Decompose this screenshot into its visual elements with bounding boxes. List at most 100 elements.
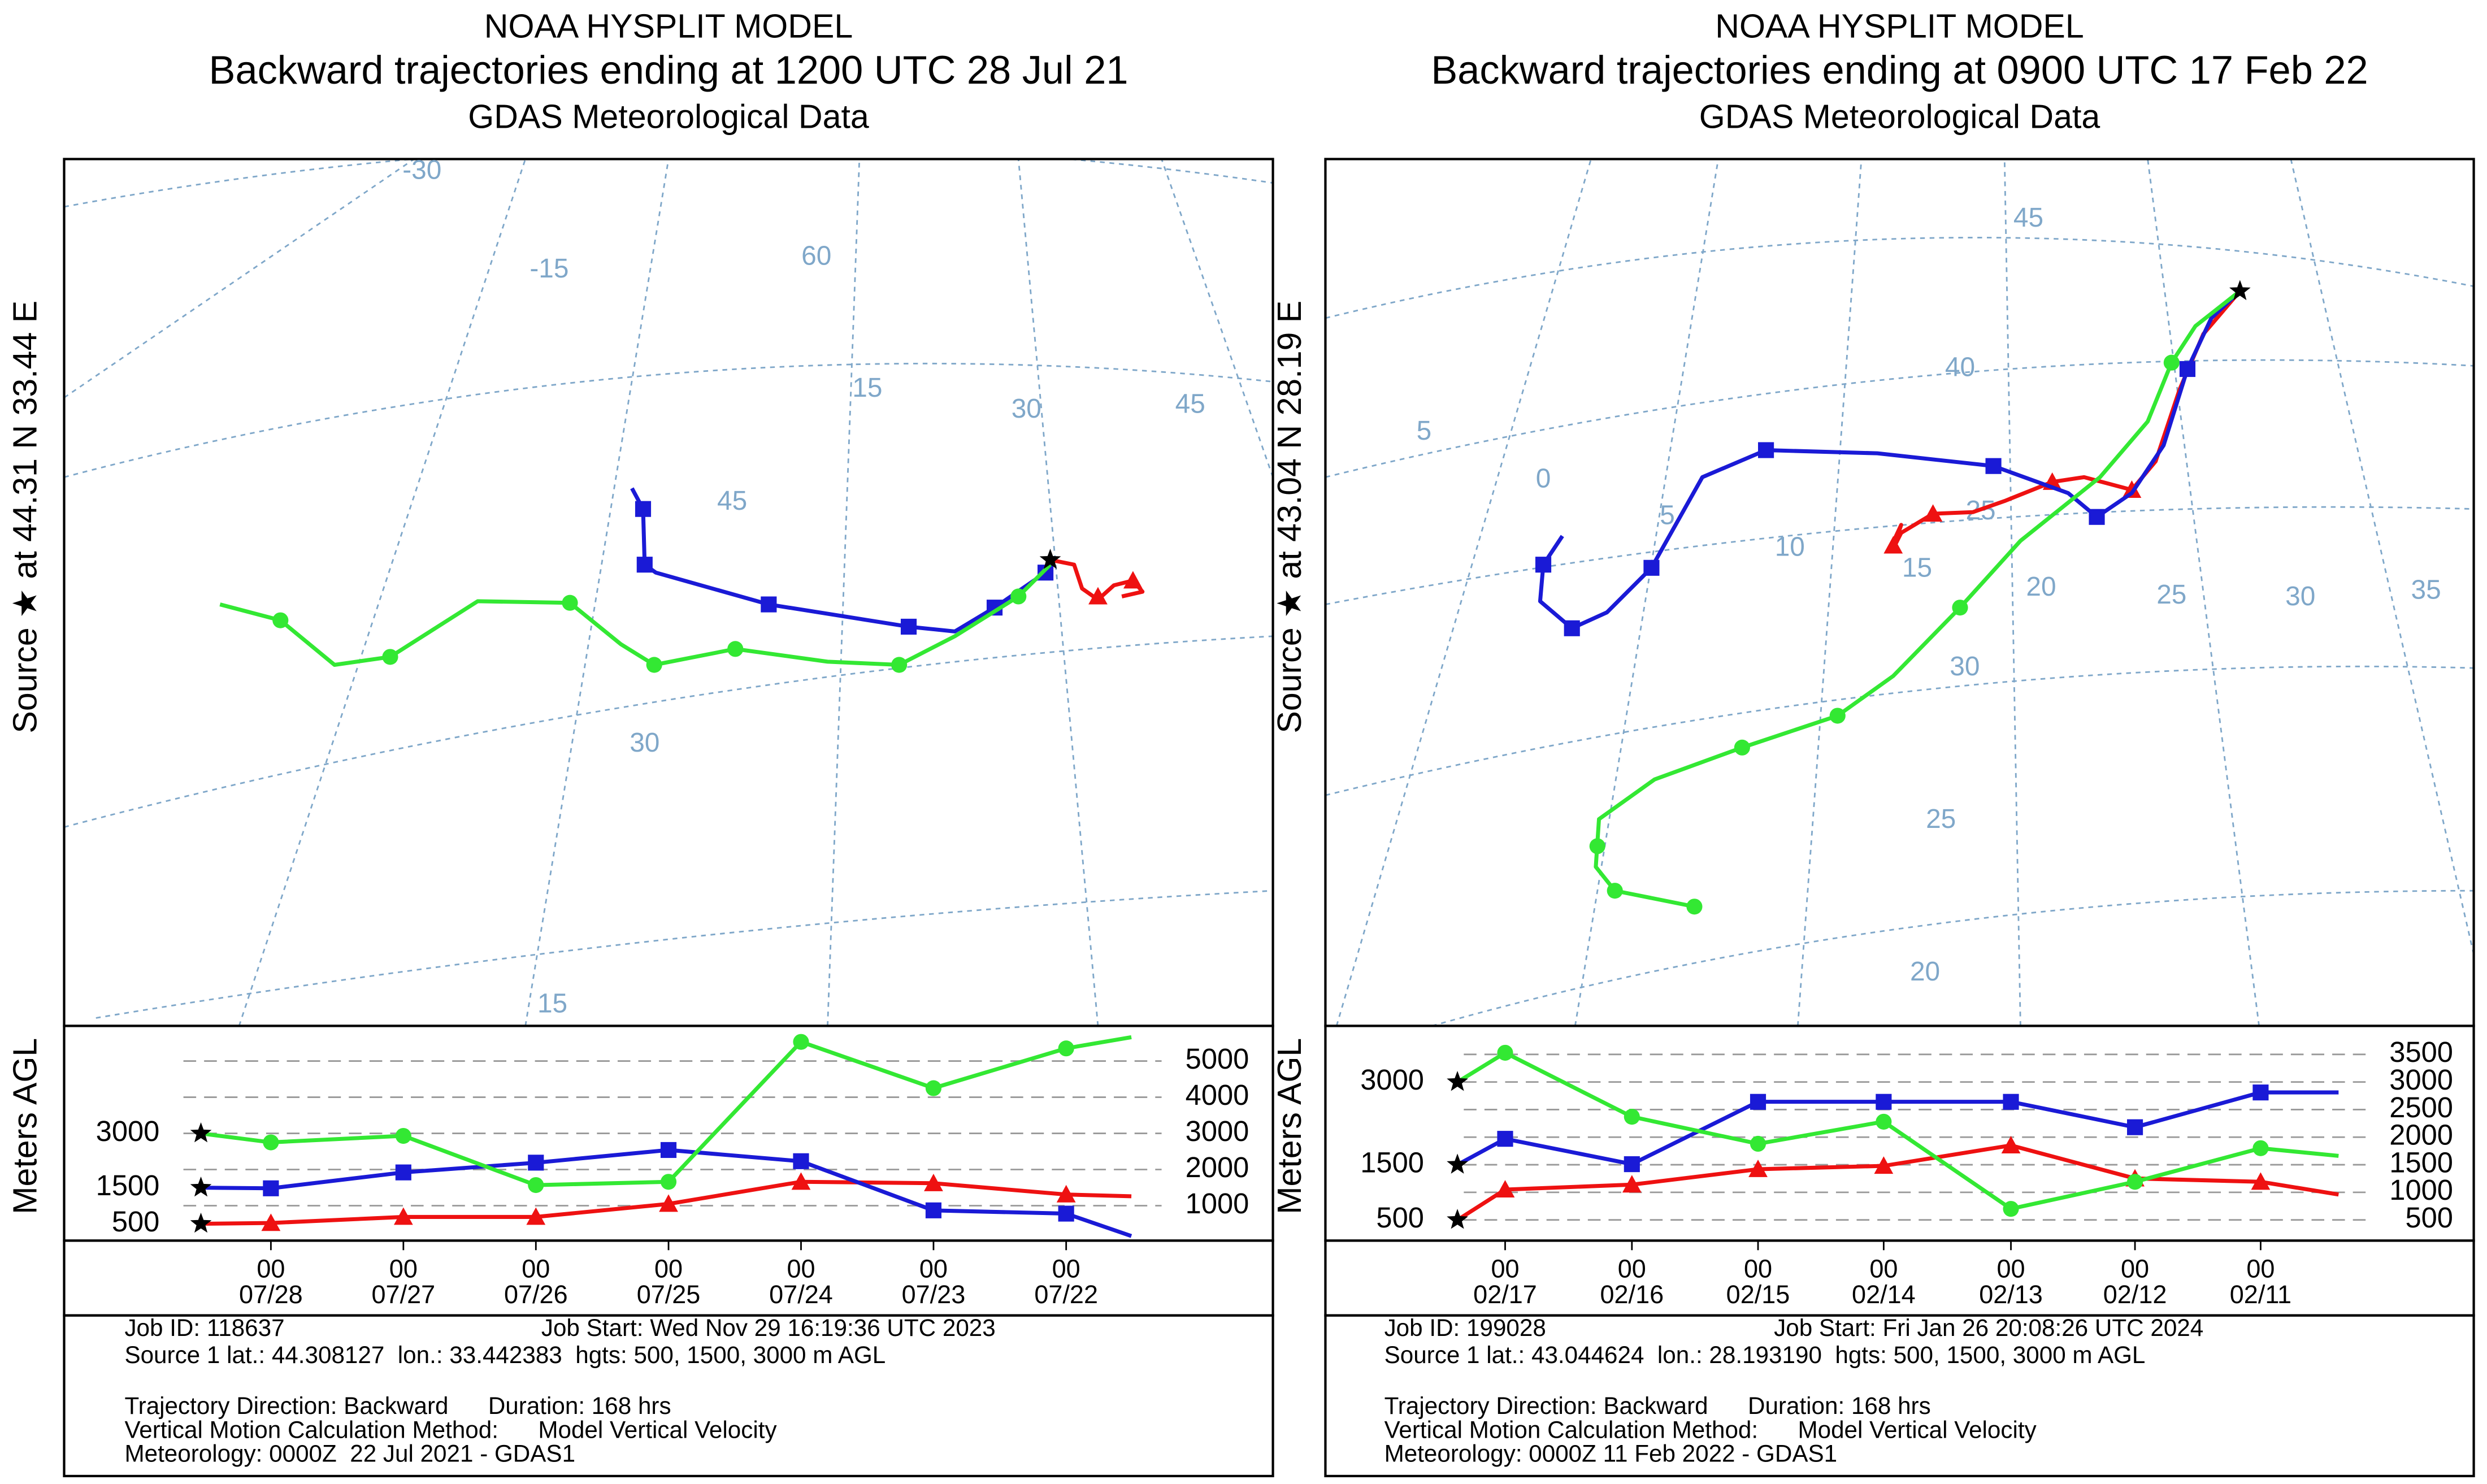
job-id: Job ID: 118637 [124, 1314, 284, 1341]
x-tick-label: 07/23 [902, 1280, 966, 1309]
height-marker [2001, 1135, 2021, 1153]
map-grid-label: 45 [2013, 203, 2043, 233]
y-tick-label: 3500 [2389, 1036, 2453, 1068]
map-marker [382, 649, 398, 665]
x-hour-label: 00 [1052, 1255, 1080, 1283]
source-label: Source ★ at 44.31 N 33.44 E [6, 301, 44, 734]
footer-line: Meteorology: 0000Z 11 Feb 2022 - GDAS1 [1384, 1440, 1838, 1466]
start-height-label: 1500 [96, 1169, 160, 1201]
height-marker [791, 1172, 811, 1190]
map-graticule [64, 159, 1273, 1026]
y-tick-label: 1000 [1186, 1187, 1249, 1220]
map-grid-label: 30 [2285, 582, 2315, 611]
job-id: Job ID: 199028 [1384, 1314, 1546, 1341]
chart-subtitle: Backward trajectories ending at 0900 UTC… [1431, 47, 2368, 92]
start-height-label: 500 [112, 1205, 160, 1238]
height-line [1456, 1090, 2339, 1167]
height-marker [395, 1127, 411, 1144]
height-marker [1056, 1184, 1076, 1203]
map-marker [1829, 708, 1846, 724]
map-marker [2179, 361, 2196, 377]
height-marker [1622, 1175, 1642, 1193]
x-tick-label: 02/12 [2103, 1280, 2167, 1309]
map-marker [646, 657, 662, 673]
chart-subtitle: GDAS Meteorological Data [468, 98, 869, 136]
height-marker [1876, 1113, 1892, 1130]
map-trajectory [1049, 558, 1145, 602]
footer-line: Trajectory Direction: Backward Duration:… [124, 1392, 671, 1419]
height-marker [1497, 1131, 1513, 1147]
footer-line: Trajectory Direction: Backward Duration:… [1384, 1392, 1931, 1419]
height-marker [660, 1174, 677, 1190]
map-grid-label: 5 [1660, 500, 1675, 530]
map-marker [635, 501, 652, 517]
map-marker [1088, 587, 1108, 605]
height-marker [1495, 1180, 1515, 1198]
map-marker [1010, 588, 1027, 605]
footer-frame [1324, 1314, 2475, 1478]
x-hour-label: 00 [787, 1255, 815, 1283]
chart-title: NOAA HYSPLIT MODEL [484, 7, 853, 45]
map-marker [2089, 509, 2105, 525]
start-height-label: 1500 [1360, 1146, 1424, 1178]
map-grid-label: 40 [1945, 353, 1975, 383]
height-marker [2251, 1172, 2271, 1190]
y-tick-label: 3000 [2389, 1064, 2453, 1096]
start-height-label: 3000 [1360, 1064, 1424, 1096]
map-trajectory [219, 563, 1052, 667]
footer-line: Source 1 lat.: 44.308127 lon.: 33.442383… [124, 1342, 886, 1368]
x-tick-label: 02/11 [2230, 1280, 2291, 1309]
y-tick-label: 4000 [1186, 1079, 1249, 1111]
map-marker [761, 596, 777, 613]
start-star [190, 1176, 212, 1197]
height-marker [393, 1207, 413, 1225]
start-star [190, 1212, 212, 1233]
y-tick-label: 3000 [1186, 1115, 1249, 1147]
height-marker [1874, 1156, 1894, 1174]
height-marker [261, 1213, 281, 1231]
map-grid-label: 20 [2026, 572, 2056, 602]
x-tick-label: 02/14 [1852, 1280, 1916, 1309]
x-tick-label: 07/24 [769, 1280, 833, 1309]
height-marker [1497, 1044, 1513, 1061]
job-start: Job Start: Wed Nov 29 16:19:36 UTC 2023 [541, 1314, 996, 1341]
map-grid-label: 15 [537, 988, 567, 1018]
y-tick-label: 2000 [2389, 1119, 2453, 1151]
job-start: Job Start: Fri Jan 26 20:08:26 UTC 2024 [1774, 1314, 2203, 1341]
map-grid-label: 30 [630, 728, 659, 758]
x-tick-label: 07/22 [1034, 1280, 1098, 1309]
start-star [1447, 1209, 1468, 1229]
y-axis-label: Meters AGL [6, 1038, 44, 1214]
x-hour-label: 00 [1491, 1255, 1519, 1283]
y-tick-label: 2500 [2389, 1091, 2453, 1123]
map-grid-label: 15 [852, 373, 882, 403]
map-marker [1758, 442, 1774, 458]
start-height-label: 500 [1376, 1201, 1424, 1234]
map-trajectory [630, 487, 1047, 633]
height-marker [1624, 1156, 1640, 1173]
map-marker [1564, 620, 1580, 636]
y-tick-label: 500 [2405, 1201, 2453, 1234]
x-hour-label: 00 [654, 1255, 683, 1283]
height-marker [1058, 1040, 1074, 1057]
map-marker [900, 618, 917, 635]
x-hour-label: 00 [522, 1255, 550, 1283]
height-marker [263, 1180, 279, 1196]
height-marker [1750, 1135, 1766, 1152]
map-grid-label: -30 [402, 155, 441, 185]
x-hour-label: 00 [2121, 1255, 2149, 1283]
x-tick-label: 02/15 [1726, 1280, 1790, 1309]
map-marker [1607, 883, 1623, 899]
chart-subtitle: GDAS Meteorological Data [1699, 98, 2100, 136]
map-marker [2122, 480, 2142, 498]
y-tick-label: 5000 [1186, 1043, 1249, 1075]
start-star [190, 1122, 212, 1143]
height-marker [660, 1142, 677, 1158]
map-trajectory [1888, 289, 2242, 551]
height-marker [1876, 1094, 1892, 1110]
x-hour-label: 00 [1996, 1255, 2025, 1283]
footer-line: Source 1 lat.: 43.044624 lon.: 28.193190… [1384, 1342, 2146, 1368]
height-marker [395, 1164, 411, 1181]
height-marker [793, 1153, 809, 1169]
